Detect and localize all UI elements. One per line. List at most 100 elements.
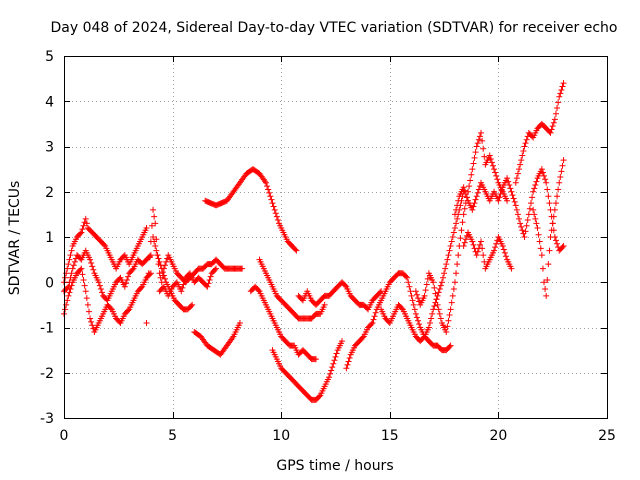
data-point [470, 241, 477, 248]
data-point [206, 276, 213, 283]
data-point [138, 284, 145, 291]
data-point [548, 227, 555, 234]
data-point [370, 316, 377, 323]
data-point [80, 222, 87, 229]
data-point [472, 149, 479, 156]
data-point [508, 265, 515, 272]
data-point [64, 265, 71, 272]
data-point [488, 159, 495, 166]
data-point [543, 292, 550, 299]
series-track-f [156, 265, 220, 299]
data-point [152, 220, 159, 227]
data-point [453, 220, 460, 227]
data-point [447, 306, 454, 313]
data-point [327, 370, 334, 377]
series-track-k [256, 256, 328, 322]
data-point [461, 239, 468, 246]
data-point [408, 292, 415, 299]
data-point [66, 256, 73, 263]
data-point [535, 231, 542, 238]
data-point [436, 286, 443, 293]
data-point [444, 256, 451, 263]
data-point [325, 374, 332, 381]
data-point [493, 172, 500, 179]
data-point [481, 153, 488, 160]
data-point [90, 266, 97, 273]
data-point [461, 187, 468, 194]
data-point [558, 168, 565, 175]
data-point [524, 217, 531, 224]
data-point [422, 287, 429, 294]
data-point [265, 186, 272, 193]
data-point [122, 280, 129, 287]
data-point [368, 321, 375, 328]
data-point [475, 186, 482, 193]
data-point [346, 355, 353, 362]
data-point [153, 247, 160, 254]
y-tick-label: 2 [45, 185, 54, 201]
data-point [491, 247, 498, 254]
data-point [163, 258, 170, 265]
data-point [77, 266, 84, 273]
data-point [87, 315, 94, 322]
data-point [268, 196, 275, 203]
data-point [521, 234, 528, 240]
data-point [151, 238, 158, 245]
data-point [551, 116, 558, 123]
data-point [480, 252, 487, 259]
data-point [89, 263, 96, 270]
series-track-g [143, 319, 150, 326]
data-point [155, 255, 162, 262]
data-point [470, 203, 477, 210]
data-point [123, 276, 130, 283]
data-point [538, 252, 545, 259]
series-track-a [61, 215, 150, 286]
data-point [516, 215, 523, 222]
data-point [547, 129, 554, 136]
data-point [522, 228, 529, 235]
data-point [79, 226, 86, 233]
data-point [509, 192, 516, 199]
data-point [450, 229, 457, 236]
data-point [255, 287, 262, 294]
data-point [512, 202, 519, 209]
data-point [492, 244, 499, 251]
x-tick-label: 10 [272, 428, 290, 444]
data-point [556, 179, 563, 186]
data-point [469, 206, 476, 213]
data-point [518, 157, 525, 164]
data-point [550, 213, 557, 220]
data-point [330, 360, 337, 367]
data-point [520, 148, 527, 155]
data-point [154, 252, 161, 259]
data-point [519, 227, 526, 234]
data-point [143, 224, 150, 231]
data-point [545, 193, 552, 200]
series-track-s [512, 80, 567, 186]
data-point [213, 265, 220, 272]
data-point [532, 181, 539, 188]
data-point [148, 222, 155, 229]
data-point [514, 170, 521, 177]
data-point [152, 243, 159, 250]
data-point [406, 283, 413, 290]
data-point [531, 211, 538, 218]
data-point [501, 249, 508, 256]
data-point [269, 200, 276, 207]
data-point [559, 83, 566, 90]
data-point [496, 194, 503, 201]
data-point [101, 241, 108, 248]
data-point [96, 282, 103, 289]
data-point [543, 179, 550, 186]
y-tick-label: -2 [40, 366, 54, 382]
data-point [371, 313, 378, 320]
data-point [449, 292, 456, 299]
data-point [522, 140, 529, 147]
data-point [487, 155, 494, 162]
data-point [514, 211, 521, 218]
data-point [480, 145, 487, 152]
data-point [548, 126, 555, 133]
data-point [551, 206, 558, 213]
data-point [156, 270, 163, 277]
